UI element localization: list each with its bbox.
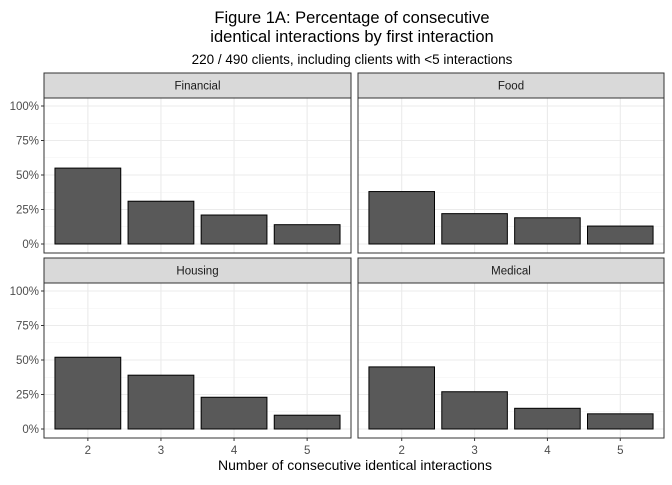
bar-financial-3: [127, 200, 195, 245]
y-tick-label: 75%: [16, 136, 39, 148]
y-tick-label: 100%: [10, 286, 39, 298]
bar-housing-4: [200, 396, 268, 430]
y-tick-label: 0%: [22, 424, 39, 436]
x-tick-label: 5: [304, 445, 310, 457]
x-tick-label: 4: [231, 445, 238, 457]
x-tick-label: 4: [544, 445, 551, 457]
facet-strip: [357, 257, 665, 284]
bar-food-3: [441, 213, 508, 245]
y-tick-label: 75%: [16, 321, 39, 333]
facet-strip-label: Financial: [174, 81, 220, 93]
bar-medical-2: [368, 366, 435, 430]
facet-medical: Medical 2 3 4 5: [357, 257, 665, 457]
bar-housing-5: [273, 414, 341, 430]
x-tick-label: 2: [399, 445, 405, 457]
x-tick-label: 5: [617, 445, 623, 457]
bar-food-4: [514, 217, 581, 245]
chart-title-line2: identical interactions by first interact…: [210, 28, 493, 46]
bar-financial-4: [200, 214, 268, 245]
chart-subtitle: 220 / 490 clients, including clients wit…: [192, 52, 513, 67]
facet-food: Food: [357, 72, 665, 254]
x-tick-label: 3: [158, 445, 164, 457]
x-tick-label: 3: [471, 445, 477, 457]
facet-panels: Financial 0% 25% 50% 75% 100% Food Housing 0% 25%…: [10, 72, 665, 457]
bar-food-5: [587, 225, 654, 245]
y-tick-label: 25%: [16, 390, 39, 402]
x-axis-label: Number of consecutive identical interact…: [218, 457, 492, 473]
bar-housing-3: [127, 374, 195, 430]
y-tick-label: 100%: [10, 101, 39, 113]
facet-strip-label: Food: [498, 81, 524, 93]
bar-housing-2: [54, 356, 122, 430]
x-tick-label: 2: [85, 445, 91, 457]
y-tick-label: 25%: [16, 205, 39, 217]
bar-financial-5: [273, 224, 341, 245]
facet-strip-label: Medical: [491, 266, 531, 278]
facet-strip: [43, 72, 352, 99]
bar-financial-2: [54, 167, 122, 245]
facet-housing: Housing 0% 25% 50% 75% 100% 2 3 4 5: [10, 257, 352, 457]
y-tick-label: 50%: [16, 170, 39, 182]
facet-strip: [357, 72, 665, 99]
facet-financial: Financial 0% 25% 50% 75% 100%: [10, 72, 352, 254]
y-tick-label: 50%: [16, 355, 39, 367]
bar-medical-5: [587, 413, 654, 430]
panel-border: [357, 97, 665, 254]
bar-medical-4: [514, 407, 581, 430]
facet-strip: [43, 257, 352, 284]
chart-title-line1: Figure 1A: Percentage of consecutive: [214, 9, 489, 27]
facet-strip-label: Housing: [176, 266, 218, 278]
bar-food-2: [368, 191, 435, 245]
bar-medical-3: [441, 391, 508, 430]
y-tick-label: 0%: [22, 239, 39, 251]
panel-border: [357, 282, 665, 439]
